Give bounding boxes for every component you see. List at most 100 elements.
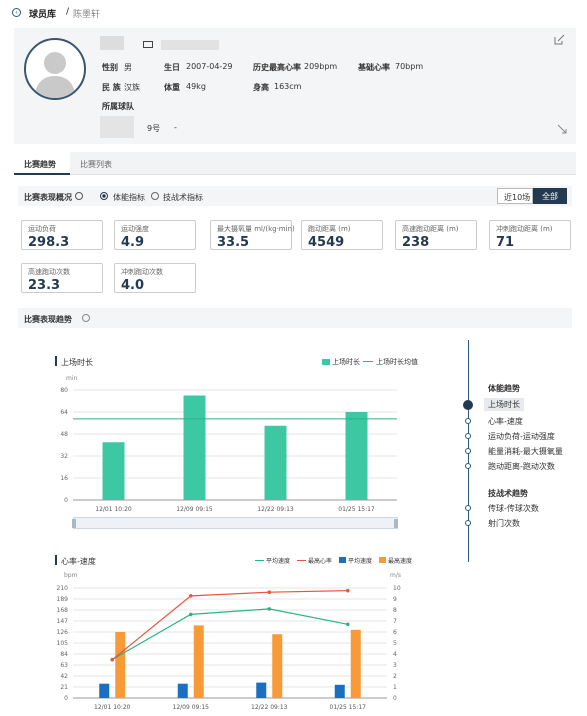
player-profile-card: 性别 男 生日 2007-04-29 历史最高心率 209bpm 基础心率 70… (14, 28, 576, 144)
metric-card: 高速跑动距离 (m) 238 (395, 220, 477, 250)
chart1-bar (102, 442, 125, 500)
ethnic-label: 民 族 (102, 83, 121, 92)
nav-group-tactical: 技战术趋势 (488, 489, 528, 498)
edit-icon[interactable] (554, 34, 565, 45)
weight-label: 体重 (164, 83, 180, 92)
player-position: - (174, 123, 177, 132)
chart2-x-tick-label: 12/01 10:20 (94, 704, 131, 711)
nav-item-shots[interactable]: 射门次数 (488, 519, 520, 528)
metric-value: 71 (496, 235, 515, 250)
team-label: 所属球队 (102, 102, 134, 111)
metric-value: 4.0 (121, 278, 145, 293)
filter-recent-button[interactable]: 近10场 (497, 188, 533, 204)
nav-item-load-intensity[interactable]: 运动负荷-运动强度 (488, 432, 555, 441)
nav-dot[interactable] (465, 463, 471, 469)
nav-dot[interactable] (465, 505, 471, 511)
max-hr-label: 历史最高心率 (253, 63, 301, 72)
tab-match-list[interactable]: 比赛列表 (70, 152, 126, 175)
chart2-legend: 平均速度 最高心率 平均速度 最高速度 (255, 555, 425, 565)
chart2-bar (115, 632, 126, 698)
player-name-blurred (100, 36, 124, 50)
nav-dot[interactable] (465, 433, 471, 439)
weight-value: 49kg (186, 82, 206, 91)
metric-label: 运动强度 (121, 225, 149, 233)
chart1-x-tick-label: 12/01 10:20 (95, 506, 132, 513)
chart1-y-tick-label: 16 (60, 475, 68, 482)
metric-label: 冲刺跑动次数 (121, 268, 163, 276)
radio-physical[interactable] (100, 192, 108, 200)
breadcrumb-root[interactable]: 球员库 (29, 10, 57, 20)
nav-dot[interactable] (465, 520, 471, 526)
chart1-x-tick-label: 01/25 15:17 (338, 506, 375, 513)
chart2-right-tick-label: 8 (393, 607, 397, 614)
chart2-x-tick-label: 12/22 09:13 (251, 704, 288, 711)
height-label: 身高 (253, 83, 269, 92)
id-card-icon (143, 41, 153, 48)
tab-match-trend[interactable]: 比赛趋势 (14, 152, 70, 175)
filter-recent-label: 近10场 (504, 193, 531, 202)
chart2-bar (334, 684, 345, 698)
breadcrumb-current: 陈墨轩 (73, 10, 101, 20)
chart2-left-tick-label: 42 (60, 673, 68, 680)
metric-label: 最大摄氧量 ml/(kg·min) (217, 225, 295, 233)
nav-item-energy-vo2[interactable]: 能量消耗-最大摄氧量 (488, 447, 563, 456)
radio-tactical[interactable] (151, 192, 159, 200)
chart1-title: 上场时长 (61, 358, 93, 367)
chart2-x-tick-label: 01/25 15:17 (330, 704, 367, 711)
slider-handle-left[interactable] (72, 519, 76, 528)
team-logo-blurred (100, 116, 134, 138)
metric-card: 运动强度 4.9 (114, 220, 196, 250)
nav-dot[interactable] (465, 418, 471, 424)
info-icon[interactable] (82, 314, 90, 322)
back-icon[interactable]: ‹ (12, 8, 21, 17)
legend-label: 最高速度 (388, 558, 413, 565)
nav-item-distance-runs[interactable]: 跑动距离-跑动次数 (488, 462, 555, 471)
chart2-bar (193, 625, 204, 698)
chart2-line-point (188, 594, 193, 598)
chart2-right-tick-label: 1 (393, 684, 397, 691)
birth-label: 生日 (164, 63, 180, 72)
nav-item-minutes[interactable]: 上场时长 (484, 398, 524, 411)
chart2-left-tick-label: 189 (57, 596, 69, 603)
chart1-legend-bar-label: 上场时长 (332, 358, 360, 366)
chart1-legend-line-swatch (363, 361, 373, 362)
slider-handle-right[interactable] (394, 519, 398, 528)
chart1-range-slider[interactable] (72, 517, 398, 529)
chart2-right-tick-label: 2 (393, 673, 397, 680)
chart2-line-point (188, 612, 193, 617)
chart1-y-tick-label: 80 (60, 387, 68, 394)
metric-value: 298.3 (28, 235, 70, 250)
height-value: 163cm (274, 82, 302, 91)
chart2-left-tick-label: 105 (57, 640, 69, 647)
legend-swatch-max-hr-line (297, 560, 306, 561)
nav-group-physical: 体能趋势 (488, 384, 520, 393)
chart2-line-point (345, 622, 350, 627)
chart2-left-tick-label: 168 (57, 607, 69, 614)
legend-swatch-avg-speed-bar (339, 557, 346, 563)
gender-label: 性别 (102, 63, 118, 72)
metric-card: 跑动距离 (m) 4549 (301, 220, 383, 250)
nav-item-passes[interactable]: 传球-传球次数 (488, 504, 539, 513)
gender-value: 男 (124, 63, 132, 72)
info-icon[interactable] (75, 192, 83, 200)
nav-dot[interactable] (465, 448, 471, 454)
avatar (24, 38, 86, 100)
chart2-line-point (110, 657, 115, 662)
chart2-bar (177, 683, 188, 698)
metric-value: 33.5 (217, 235, 250, 250)
chart2-right-tick-label: 4 (393, 651, 397, 658)
expand-icon[interactable] (557, 124, 567, 134)
legend-swatch-avg-speed-line (255, 560, 264, 561)
chart1-legend-bar-swatch (322, 359, 330, 365)
chart1-title-marker (55, 356, 57, 366)
jersey-number: 9号 (147, 124, 161, 133)
nav-dot-active[interactable] (463, 400, 473, 410)
radio-tactical-label: 技战术指标 (163, 193, 203, 202)
metric-value: 4.9 (121, 235, 145, 250)
chart1-bar (345, 412, 368, 500)
nav-item-hr-speed[interactable]: 心率-速度 (488, 417, 523, 426)
chart2-right-tick-label: 5 (393, 640, 397, 647)
filter-all-button[interactable]: 全部 (533, 188, 567, 204)
chart2-right-unit: m/s (390, 572, 401, 579)
metric-value: 238 (402, 235, 430, 250)
